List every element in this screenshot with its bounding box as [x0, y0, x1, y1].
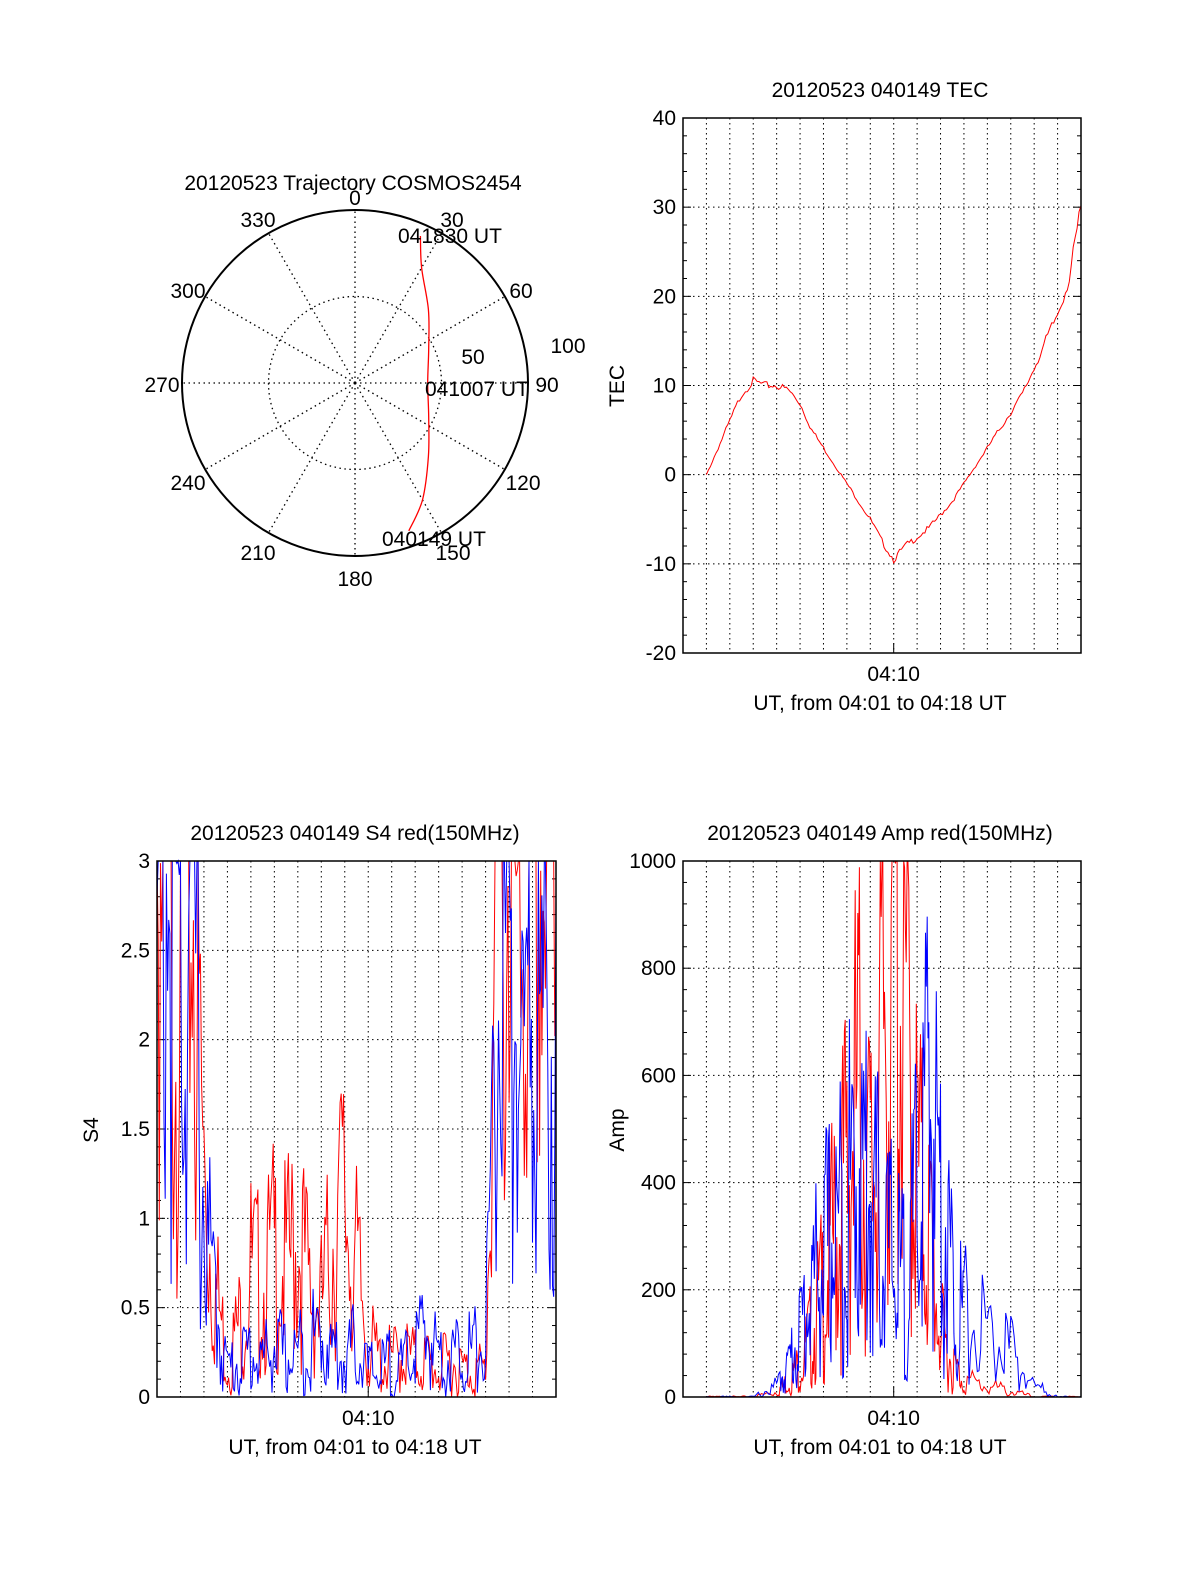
- y-tick-label: 400: [641, 1172, 676, 1195]
- y-tick-label: 1000: [629, 850, 676, 873]
- polar-angle-tick-label: 120: [505, 472, 540, 495]
- polar-spoke: [354, 295, 506, 384]
- tec-y-label: TEC: [606, 365, 629, 407]
- polar-angle-tick-label: 150: [435, 542, 470, 565]
- polar-radial-tick-label: 100: [550, 335, 585, 358]
- polar-angle-tick-label: 90: [535, 374, 558, 397]
- y-tick-label: 0: [664, 1386, 676, 1409]
- series-line: [156, 860, 557, 1398]
- polar-angle-tick-label: 240: [170, 472, 205, 495]
- polar-radial-tick-label: 50: [461, 346, 484, 369]
- y-tick-label: 2.5: [121, 939, 150, 962]
- tec-panel: 20120523 040149 TEC 40 30 20 10 0 -10 -20 04:1…: [606, 79, 1082, 715]
- polar-annotation-start: 040149 UT: [382, 528, 486, 551]
- y-tick-label: 0: [138, 1386, 150, 1409]
- polar-ring: [267, 295, 443, 471]
- amp-panel: 20120523 040149 Amp red(150MHz) 1000 800 6…: [606, 822, 1082, 1459]
- y-tick-label: 0.5: [121, 1297, 150, 1320]
- tec-series: [705, 205, 1082, 564]
- y-tick-label: 1.5: [121, 1118, 150, 1141]
- polar-grid: [182, 210, 528, 556]
- amp-x-ticks: 04:10: [867, 1387, 920, 1430]
- y-tick-label: 0: [664, 464, 676, 487]
- polar-trajectory-line: [408, 235, 430, 532]
- polar-annotation-end: 041830 UT: [398, 225, 502, 248]
- y-tick-label: 1: [138, 1207, 150, 1230]
- polar-outer-circle: [181, 209, 529, 557]
- y-tick-label: -10: [646, 553, 676, 576]
- polar-panel: 20120523 Trajectory COSMOS2454 0 30 60 90 12…: [144, 172, 585, 591]
- y-tick-label: 3: [138, 850, 150, 873]
- tec-y-ticks: 40 30 20 10 0 -10 -20: [646, 107, 1081, 665]
- s4-x-label: UT, from 04:01 to 04:18 UT: [228, 1436, 481, 1459]
- amp-grid: [683, 861, 1081, 1397]
- y-tick-label: 10: [653, 375, 676, 398]
- polar-angle-tick-label: 210: [240, 542, 275, 565]
- x-tick-label: 04:10: [867, 663, 920, 686]
- y-tick-label: 30: [653, 196, 676, 219]
- polar-angle-ticks: 0 30 60 90 120 150 180 210 240 270 300 330: [144, 187, 558, 591]
- s4-title: 20120523 040149 S4 red(150MHz): [190, 822, 519, 845]
- polar-title: 20120523 Trajectory COSMOS2454: [184, 172, 522, 195]
- y-tick-label: 600: [641, 1064, 676, 1087]
- s4-panel: 20120523 040149 S4 red(150MHz) 3 2.5 2 1.5 1…: [80, 822, 557, 1459]
- amp-x-label: UT, from 04:01 to 04:18 UT: [753, 1436, 1006, 1459]
- polar-spoke: [267, 232, 356, 384]
- amp-y-ticks: 1000 800 600 400 200 0: [629, 850, 1081, 1409]
- s4-y-label: S4: [80, 1117, 103, 1143]
- y-tick-label: 2: [138, 1029, 150, 1052]
- tec-x-label: UT, from 04:01 to 04:18 UT: [753, 692, 1006, 715]
- s4-grid: [157, 861, 556, 1397]
- y-tick-label: 40: [653, 107, 676, 130]
- polar-angle-tick-label: 30: [440, 209, 463, 232]
- y-tick-label: 800: [641, 957, 676, 980]
- series-line: [705, 205, 1082, 564]
- amp-y-label: Amp: [606, 1108, 629, 1151]
- tec-x-ticks: 04:10: [867, 643, 920, 686]
- polar-angle-tick-label: 0: [349, 187, 361, 210]
- polar-annotation-mid: 041007 UT: [425, 378, 529, 401]
- s4-plot-frame: [156, 860, 557, 1398]
- tec-grid: [683, 118, 1081, 653]
- polar-angle-tick-label: 60: [509, 280, 532, 303]
- tec-title: 20120523 040149 TEC: [772, 79, 989, 102]
- s4-series: [156, 859, 557, 1398]
- polar-angle-tick-label: 330: [240, 209, 275, 232]
- x-tick-label: 04:10: [342, 1407, 395, 1430]
- s4-x-ticks: 04:10: [342, 1387, 395, 1430]
- x-tick-label: 04:10: [867, 1407, 920, 1430]
- amp-title: 20120523 040149 Amp red(150MHz): [707, 822, 1053, 845]
- y-tick-label: 20: [653, 285, 676, 308]
- y-tick-label: -20: [646, 642, 676, 665]
- series-line: [156, 859, 557, 1398]
- amp-plot-frame: [682, 860, 1082, 1398]
- series-line: [706, 916, 1082, 1398]
- polar-spoke: [354, 232, 443, 384]
- tec-plot-frame: [682, 117, 1082, 654]
- y-tick-label: 200: [641, 1279, 676, 1302]
- polar-angle-tick-label: 270: [144, 374, 179, 397]
- polar-radial-ticks: 50 100: [461, 335, 585, 369]
- polar-angle-tick-label: 300: [170, 280, 205, 303]
- polar-spoke: [204, 295, 356, 384]
- polar-angle-tick-label: 180: [337, 568, 372, 591]
